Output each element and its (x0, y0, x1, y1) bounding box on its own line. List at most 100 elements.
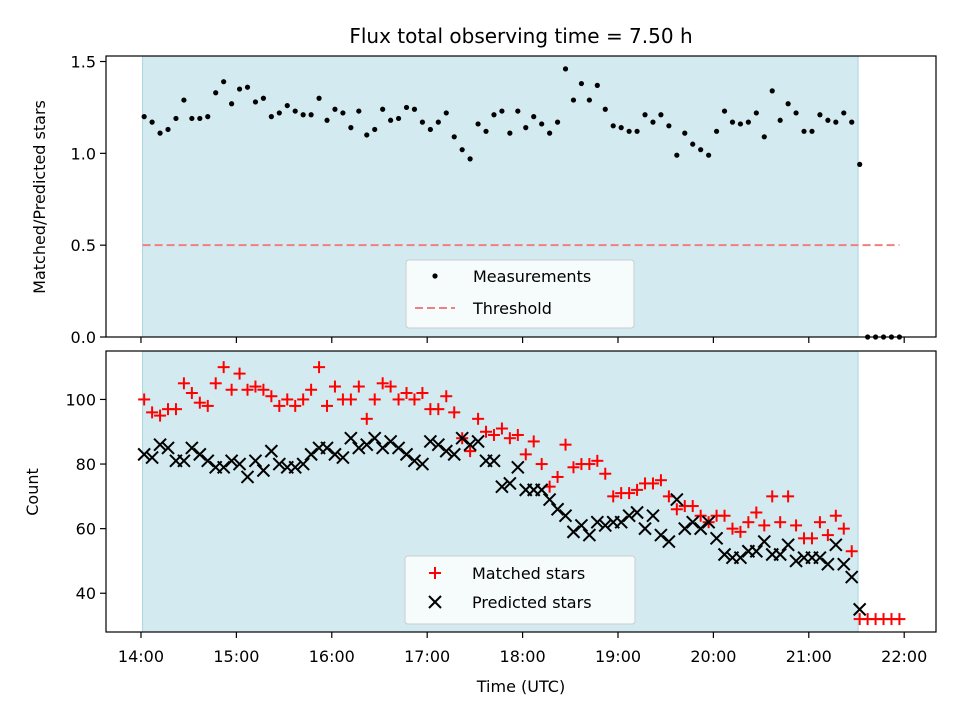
top-y-tick-label: 1.0 (71, 144, 96, 163)
matched-star-point (368, 393, 381, 406)
matched-star-point (328, 380, 341, 393)
predicted-star-point (375, 441, 390, 455)
measurement-point (570, 97, 577, 103)
measurement-point (594, 82, 600, 88)
predicted-star-point (550, 502, 565, 516)
matched-star-point (376, 377, 389, 390)
measurement-point (316, 95, 322, 101)
measurement-point (737, 121, 744, 127)
predicted-star-point (431, 437, 446, 452)
predicted-star-point (177, 454, 191, 468)
matched-star-point (782, 490, 795, 503)
measurement-point (515, 108, 521, 114)
predicted-star-point (701, 515, 716, 529)
measurement-point (674, 152, 680, 158)
predicted-star-point (137, 447, 151, 462)
measurement-point (721, 108, 728, 114)
measurement-point (332, 106, 338, 112)
predicted-star-point (757, 534, 771, 549)
predicted-star-point (852, 602, 867, 617)
measurement-point (197, 115, 203, 122)
predicted-star-point (256, 463, 271, 478)
predicted-star-point (383, 434, 398, 449)
measurement-point (809, 128, 815, 134)
measurement-point (626, 128, 632, 134)
predicted-star-point (717, 547, 732, 562)
measurement-point (244, 84, 251, 90)
legend-predicted-label: Predicted stars (472, 593, 592, 612)
predicted-star-point (845, 570, 859, 584)
legend-measurements-label: Measurements (473, 267, 591, 286)
predicted-star-point (391, 441, 406, 455)
bottom-x-tick-label: 21:00 (786, 647, 832, 666)
predicted-star-point (423, 434, 438, 449)
predicted-star-point (534, 483, 549, 497)
predicted-star-point (193, 447, 207, 462)
measurement-point (507, 130, 513, 136)
legend-measurements-marker (432, 273, 438, 279)
predicted-star-point (407, 454, 422, 468)
measurement-point (340, 110, 346, 116)
matched-star-point (805, 532, 818, 545)
predicted-star-point (670, 492, 684, 507)
predicted-star-point (542, 492, 557, 507)
measurement-point (841, 110, 847, 116)
bottom-x-tick-label: 22:00 (881, 647, 927, 666)
matched-star-point (448, 406, 461, 419)
predicted-star-point (495, 479, 509, 494)
matched-star-point (344, 393, 357, 406)
measurement-point (260, 95, 267, 101)
predicted-star-point (622, 509, 636, 523)
predicted-star-point (447, 447, 461, 462)
measurement-point (729, 119, 736, 125)
predicted-star-point (161, 441, 175, 455)
predicted-star-point (749, 544, 764, 558)
predicted-star-point (821, 557, 835, 571)
matched-star-point (758, 519, 771, 532)
matched-star-point (209, 377, 222, 390)
matched-star-point (495, 422, 508, 435)
matched-star-point (257, 383, 270, 396)
measurement-point (213, 90, 219, 96)
matched-star-point (686, 500, 699, 513)
matched-star-point (281, 393, 294, 406)
matched-star-point (138, 393, 151, 406)
matched-star-point (313, 361, 326, 374)
top-y-tick-label: 0.5 (71, 236, 96, 255)
predicted-star-point (471, 434, 485, 449)
matched-star-point (472, 412, 485, 425)
measurement-point (348, 125, 354, 131)
matched-star-point (400, 386, 413, 399)
matched-star-point (718, 509, 731, 522)
bottom-panel: 40 60 80 100 14:00 15:00 16:00 17:00 18:00 19:00… (23, 350, 937, 696)
measurement-point (356, 108, 362, 114)
predicted-star-point (145, 450, 159, 465)
predicted-star-point (511, 460, 525, 474)
matched-star-point (384, 380, 397, 393)
bottom-y-axis-label: Count (23, 468, 42, 516)
measurement-point (459, 147, 465, 153)
top-plot-frame (105, 55, 937, 338)
matched-star-point (813, 516, 826, 529)
predicted-star-point (288, 460, 302, 474)
matched-star-point (233, 367, 246, 380)
matched-star-point (829, 509, 842, 522)
matched-star-point (305, 383, 318, 396)
measurement-point (833, 119, 839, 125)
measurement-point (849, 119, 855, 125)
measurement-point (761, 134, 767, 140)
measurement-point (300, 112, 306, 118)
bottom-plot-frame (105, 350, 937, 633)
measurement-point (149, 119, 155, 125)
predicted-star-point (344, 431, 358, 445)
measurement-point (324, 117, 330, 123)
matched-star-point (646, 477, 659, 490)
matched-star-point (360, 412, 373, 425)
bottom-y-tick-label: 80 (76, 455, 96, 474)
predicted-star-point (153, 437, 167, 452)
measurement-point (372, 126, 378, 133)
bottom-y-tick-label: 40 (76, 584, 96, 603)
matched-star-point (177, 377, 190, 390)
bottom-x-axis-label: Time (UTC) (476, 677, 565, 696)
matched-star-point (527, 435, 540, 448)
